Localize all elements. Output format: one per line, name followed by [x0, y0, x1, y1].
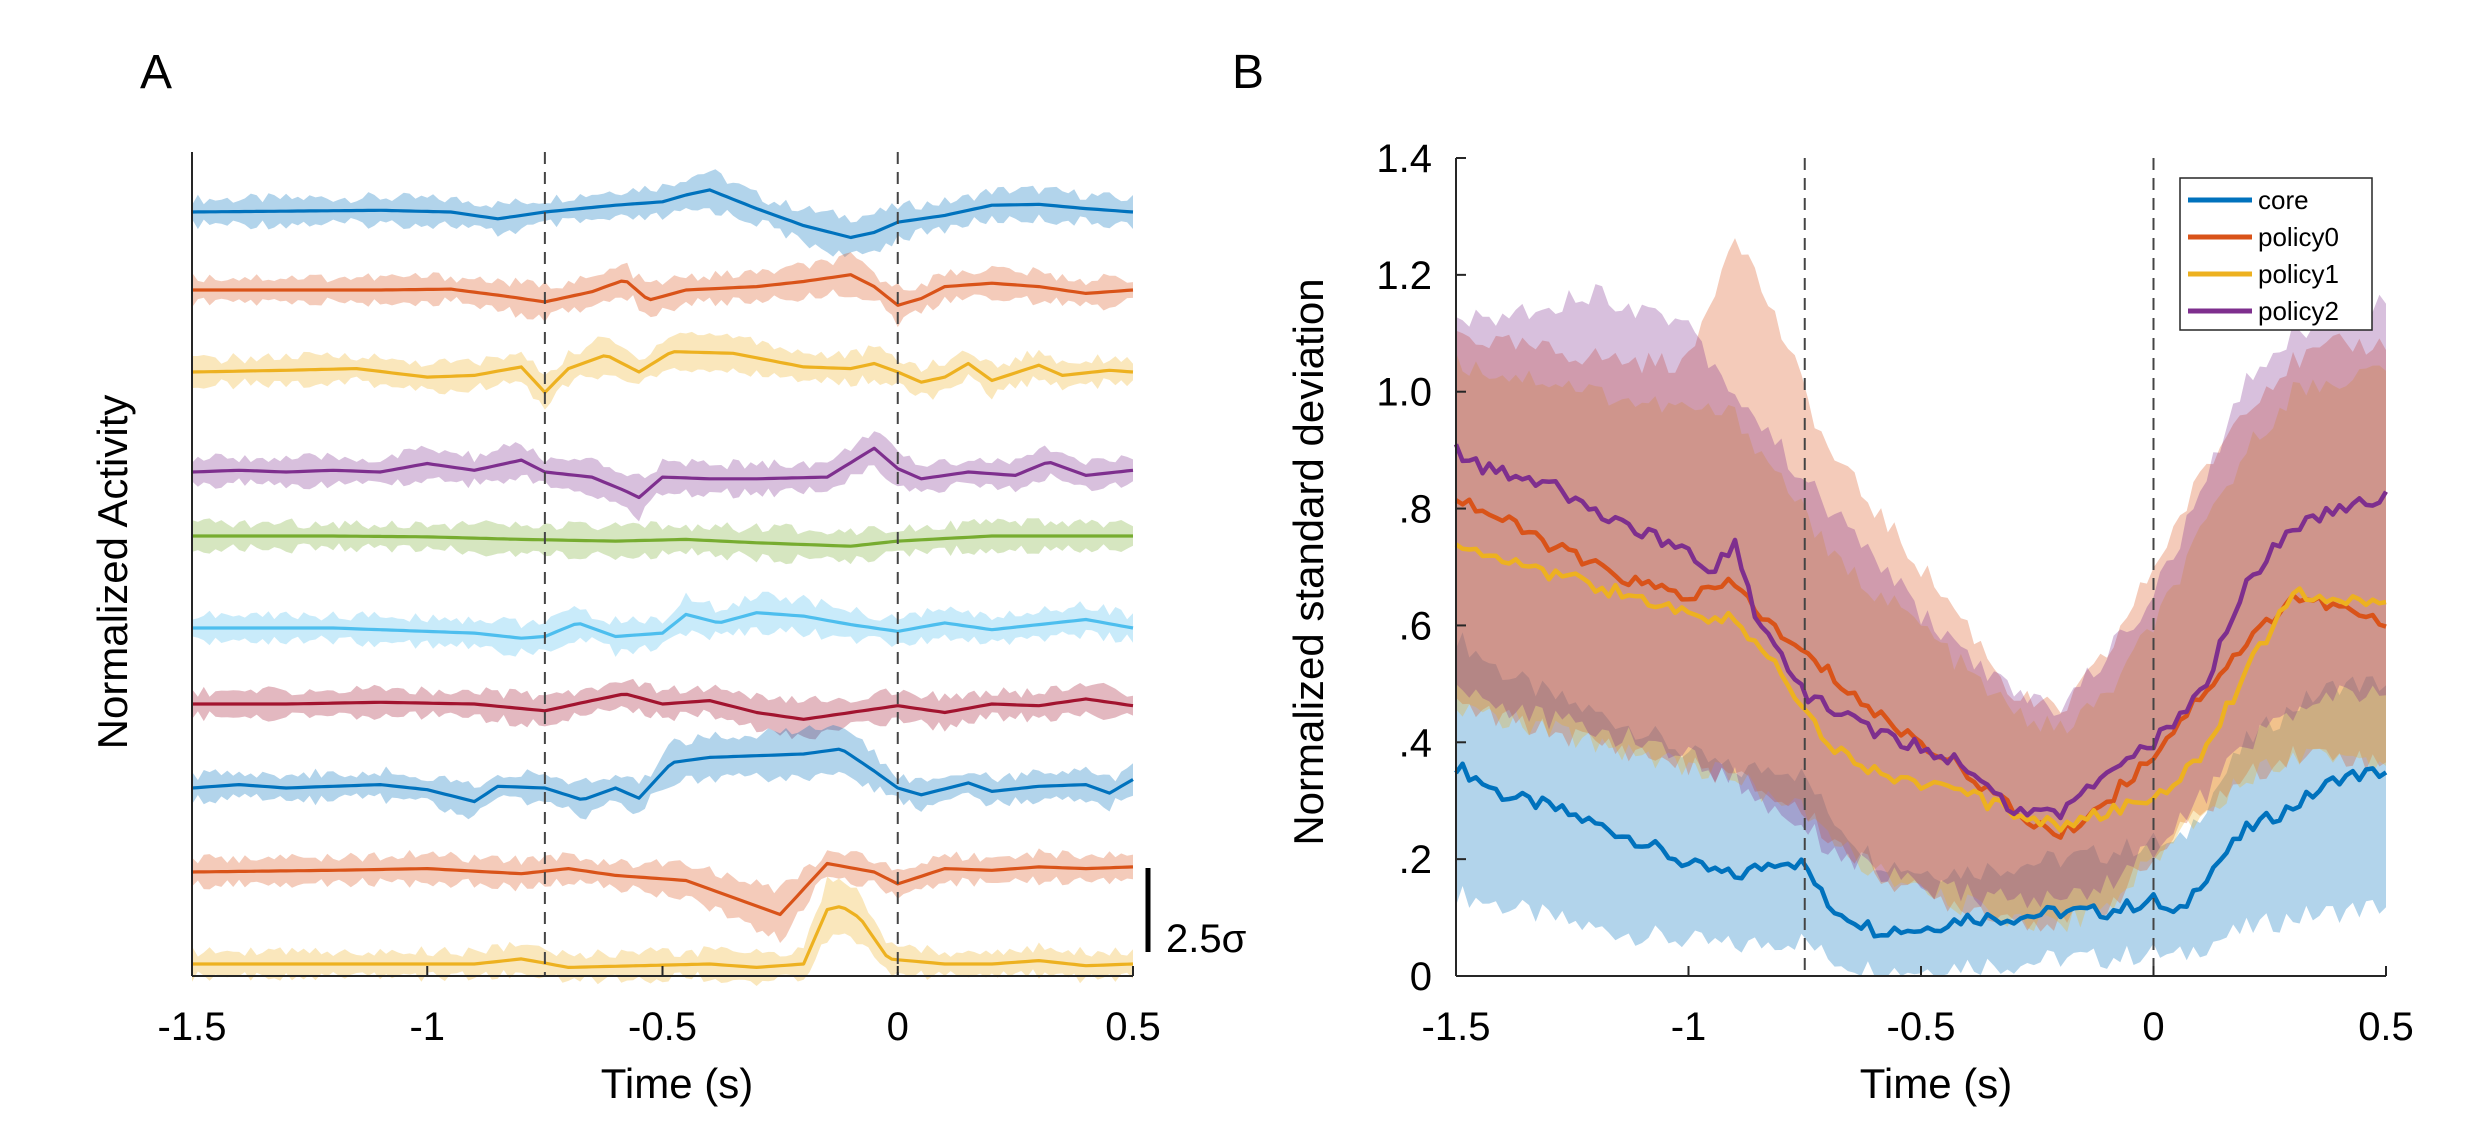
panel-b-series-lines	[1453, 443, 2388, 939]
panel-a-x-axis-label: Time (s)	[601, 1060, 753, 1107]
trace-line-4	[191, 446, 1134, 500]
legend-label-core: core	[2258, 185, 2309, 215]
trace-band-9	[192, 848, 1133, 943]
trace-line-3	[191, 350, 1134, 394]
panel-b-confidence-bands	[1456, 238, 2386, 976]
x-tick-label-b-4: 0	[2142, 1005, 2164, 1049]
trace-line-10	[192, 905, 1134, 969]
trace-band-3	[192, 331, 1133, 410]
panel-a-chart: -1.5 -1 -0.5 0 0.5 Time (s) Normalized Activ…	[89, 152, 1247, 1107]
policy0-line	[1454, 497, 2387, 840]
trace-band-7	[192, 678, 1133, 740]
y-tick-label-b-4: .6	[1399, 604, 1432, 648]
core-band	[1456, 632, 2386, 976]
legend-label-policy2: policy2	[2258, 296, 2339, 326]
trace-band-6	[192, 591, 1133, 657]
y-tick-label-b-8: 1.4	[1376, 137, 1432, 181]
x-tick-label-a-5: 0.5	[1105, 1005, 1161, 1049]
x-tick-label-a-3: -0.5	[628, 1005, 697, 1049]
x-tick-label-a-2: -1	[409, 1005, 445, 1049]
panel-a-traces	[191, 169, 1134, 986]
x-tick-label-a-4: 0	[887, 1005, 909, 1049]
core-line	[1454, 761, 2388, 939]
trace-band-1	[192, 169, 1133, 258]
y-tick-label-b-3: .4	[1399, 721, 1432, 765]
panel-b-legend: core policy0 policy1 policy2	[2179, 177, 2373, 331]
y-tick-label-b-7: 1.2	[1376, 254, 1432, 298]
trace-line-6	[192, 611, 1134, 640]
trace-line-2	[192, 273, 1134, 307]
panel-b-y-axis-label: Normalized standard deviation	[1285, 278, 1332, 845]
policy2-line	[1453, 443, 2388, 821]
trace-line-1	[191, 188, 1134, 240]
policy2-band	[1456, 284, 2386, 909]
trace-line-9	[191, 861, 1134, 917]
panel-b-event-lines	[1803, 158, 2155, 976]
x-tick-label-b-5: 0.5	[2358, 1005, 2414, 1049]
trace-line-7	[192, 692, 1134, 721]
trace-line-5	[192, 534, 1133, 548]
legend-label-policy0: policy0	[2258, 222, 2339, 252]
panel-a-x-ticks: -1.5 -1 -0.5 0 0.5	[158, 966, 1161, 1049]
x-tick-label-b-1: -1.5	[1422, 1005, 1491, 1049]
legend-label-policy1: policy1	[2258, 259, 2339, 289]
panel-a-letter: A	[140, 46, 172, 99]
trace-line-8	[191, 747, 1134, 804]
legend-box	[2179, 177, 2373, 331]
panel-a-event-lines	[543, 152, 899, 976]
y-tick-label-b-2: .2	[1399, 838, 1432, 882]
x-tick-label-b-3: -0.5	[1887, 1005, 1956, 1049]
x-tick-label-a-1: -1.5	[158, 1005, 227, 1049]
trace-band-2	[192, 252, 1133, 328]
y-tick-label-b-1: 0	[1410, 955, 1432, 999]
panel-b-y-ticks: 0 .2 .4 .6 .8 1.0 1.2 1.4	[1376, 137, 1466, 999]
y-tick-label-b-5: .8	[1399, 488, 1432, 532]
y-tick-label-b-6: 1.0	[1376, 371, 1432, 415]
panel-b-x-axis-label: Time (s)	[1860, 1060, 2012, 1107]
policy1-line	[1454, 542, 2387, 833]
panel-b-x-ticks: -1.5 -1 -0.5 0 0.5	[1422, 966, 2414, 1049]
panel-a-scale-bar-label: 2.5σ	[1166, 917, 1247, 961]
x-tick-label-b-2: -1	[1671, 1005, 1707, 1049]
panel-b-chart: -1.5 -1 -0.5 0 0.5 0 .2 .4 .6 .8 1.0 1.2 1.4 Time (…	[1285, 137, 2414, 1107]
panel-a-y-axis-label: Normalized Activity	[89, 395, 136, 750]
panel-b-letter: B	[1232, 46, 1264, 99]
